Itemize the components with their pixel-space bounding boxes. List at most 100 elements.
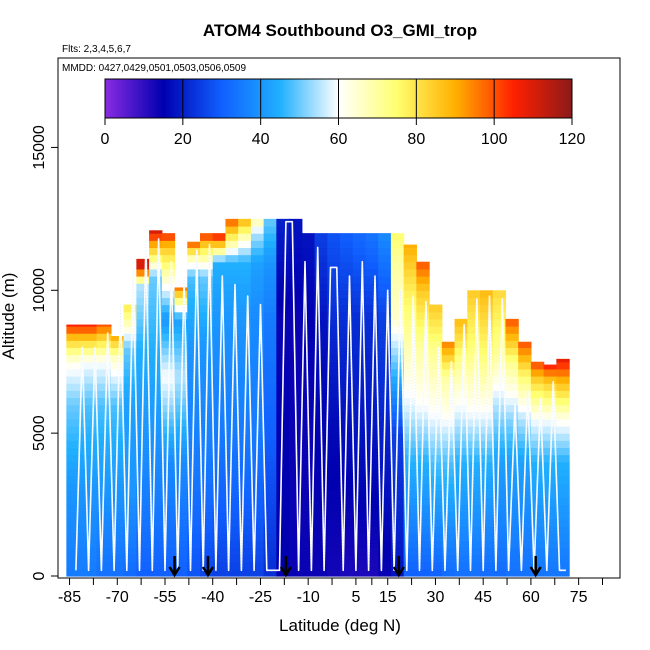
curtain-cell [136,268,150,277]
curtain-cell [365,361,379,370]
curtain-cell [530,361,545,370]
curtain-cell [365,533,379,541]
curtain-cell [225,511,239,520]
curtain-cell [416,483,430,491]
curtain-cell [200,461,214,470]
curtain-cell [238,533,252,541]
curtain-cell [378,361,392,370]
curtain-cell [149,461,163,470]
curtain-cell [365,504,379,513]
curtain-cell [314,254,328,263]
curtain-cell [492,361,507,370]
curtain-cell [149,268,163,277]
curtain-cell [467,304,481,313]
curtain-cell [289,268,303,277]
curtain-cell [454,533,468,541]
curtain-cell [314,540,328,549]
curtain-cell [149,547,163,556]
curtain-cell [161,504,176,513]
curtain-cell [480,547,494,556]
curtain-cell [403,311,417,320]
curtain-cell [352,540,367,549]
curtain-cell [429,568,443,577]
curtain-cell [200,547,214,556]
curtain-cell [212,333,227,341]
curtain-cell [314,318,328,327]
curtain-cell [454,318,468,327]
curtain-cell [340,454,354,463]
curtain-cell [492,483,507,491]
curtain-cell [289,476,303,484]
curtain-cell [543,504,557,513]
curtain-cell [518,533,532,541]
curtain-cell [340,468,354,477]
curtain-cell [492,568,507,577]
curtain-cell [556,454,570,463]
curtain-cell [492,326,507,334]
curtain-cell [161,333,176,341]
curtain-cell [187,261,201,270]
curtain-cell [429,333,443,341]
curtain-cell [543,561,557,570]
curtain-cell [327,304,341,313]
curtain-cell [225,240,239,249]
curtain-cell [390,347,405,356]
curtain-cell [174,490,188,499]
curtain-cell [66,333,82,341]
curtain-cell [480,468,494,477]
curtain-cell [263,540,277,549]
curtain-cell [263,276,277,284]
curtain-cell [340,447,354,456]
curtain-cell [429,383,443,391]
curtain-cell [123,497,137,506]
curtain-cell [327,440,341,449]
curtain-cell [149,568,163,577]
curtain-cell [480,297,494,306]
curtain-cell [200,454,214,463]
curtain-cell [467,504,481,513]
curtain-cell [518,361,532,370]
curtain-cell [340,340,354,349]
curtain-cell [340,297,354,306]
curtain-cell [136,340,150,349]
curtain-cell [556,390,570,399]
curtain-cell [276,418,290,427]
curtain-cell [390,376,405,384]
curtain-cell [276,276,290,284]
curtain-cell [340,483,354,491]
curtain-cell [480,540,494,549]
curtain-cell [403,568,417,577]
curtain-cell [289,333,303,341]
curtain-cell [250,297,265,306]
curtain-cell [378,354,392,363]
curtain-cell [200,490,214,499]
curtain-cell [492,297,507,306]
curtain-cell [492,333,507,341]
curtain-cell [352,297,367,306]
curtain-cell [136,297,150,306]
curtain-cell [365,561,379,570]
colorbar-tick-label: 120 [559,131,586,148]
curtain-cell [518,347,532,356]
curtain-cell [301,311,316,320]
curtain-cell [454,518,468,527]
curtain-cell [136,276,150,284]
curtain-cell [543,547,557,556]
curtain-cell [250,283,265,291]
curtain-cell [289,561,303,570]
colorbar-tick-label: 100 [481,131,508,148]
curtain-cell [556,461,570,470]
curtain-cell [327,390,341,399]
curtain-cell [390,276,405,284]
curtain-cell [416,261,430,270]
curtain-cell [505,433,519,441]
curtain-cell [556,511,570,520]
curtain-cell [200,290,214,299]
curtain-cell [263,533,277,541]
curtain-cell [238,226,252,234]
x-tick-label: 60 [522,589,540,606]
curtain-cell [480,454,494,463]
curtain-cell [378,461,392,470]
curtain-cell [263,526,277,534]
curtain-cell [200,283,214,291]
